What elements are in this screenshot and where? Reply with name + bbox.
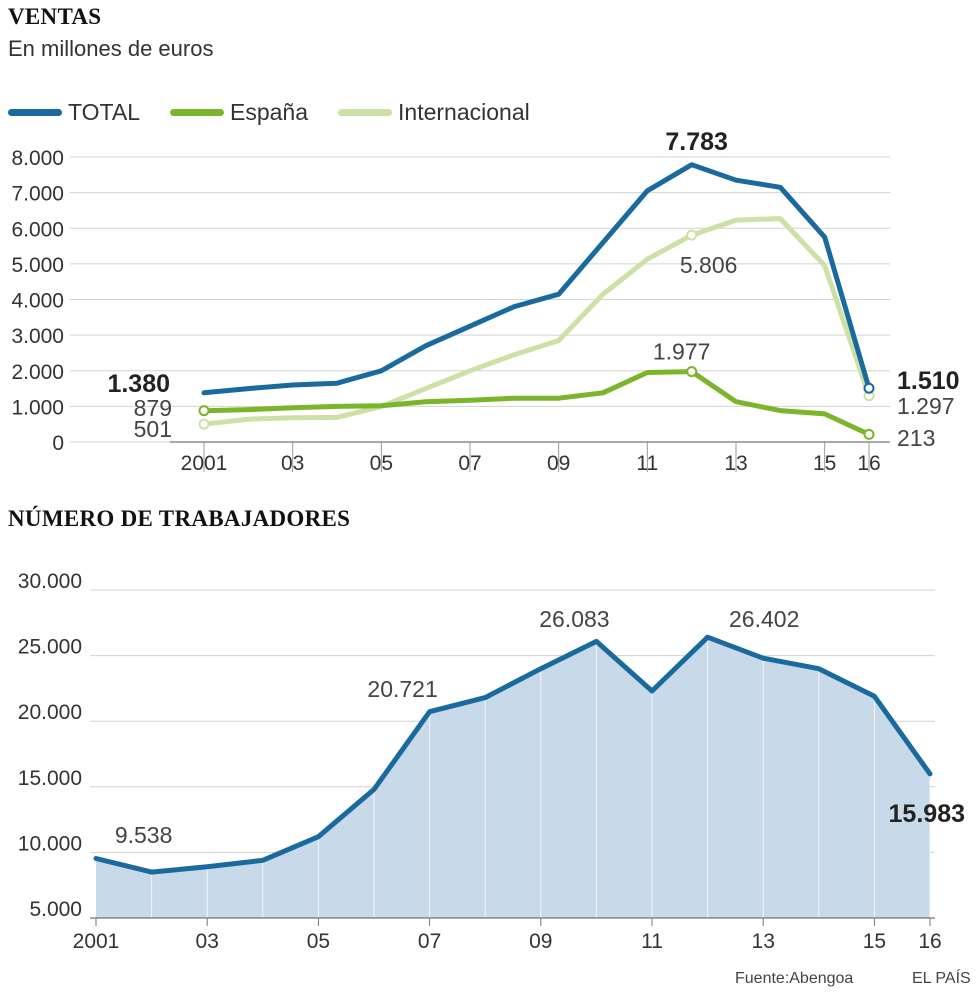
workers-data-label: 26.402 xyxy=(729,606,799,632)
sales-y-tick-label: 6.000 xyxy=(11,218,64,241)
sales-series-line-internacional xyxy=(201,216,872,427)
sales-data-label: 501 xyxy=(134,416,172,442)
legend-swatch-espana xyxy=(170,108,224,116)
sales-x-tick-label: 09 xyxy=(547,452,570,475)
sales-data-point xyxy=(686,366,698,378)
workers-y-tick-label: 10.000 xyxy=(18,832,82,855)
sales-series-line-total xyxy=(201,162,872,396)
workers-chart-title: NÚMERO DE TRABAJADORES xyxy=(8,506,351,531)
sales-chart-subtitle: En millones de euros xyxy=(8,36,214,61)
sales-data-label: 5.806 xyxy=(680,252,738,278)
workers-y-tick-label: 25.000 xyxy=(18,636,82,659)
legend-swatch-internacional xyxy=(338,108,393,116)
sales-y-tick-label: 1.000 xyxy=(11,396,64,419)
workers-y-tick-label: 5.000 xyxy=(29,898,82,921)
source-note: Fuente:Abengoa xyxy=(735,970,854,987)
workers-x-tick-label: 11 xyxy=(641,930,663,953)
sales-data-label: 1.977 xyxy=(653,339,711,365)
workers-y-tick-label: 15.000 xyxy=(18,767,82,790)
workers-x-tick-label: 15 xyxy=(863,930,886,953)
sales-x-tick-label: 15 xyxy=(813,452,836,475)
workers-y-tick-label: 20.000 xyxy=(18,701,82,724)
workers-area-fill xyxy=(96,637,930,918)
sales-x-tick-label: 16 xyxy=(857,452,880,475)
sales-y-tick-label: 8.000 xyxy=(11,147,64,170)
legend-item-internacional: Internacional xyxy=(338,99,530,126)
sales-y-tick-label: 3.000 xyxy=(11,325,64,348)
legend-label-espana: España xyxy=(230,98,309,125)
sales-data-label: 7.783 xyxy=(665,128,728,156)
sales-data-label: 213 xyxy=(897,425,935,451)
sales-data-point xyxy=(198,405,210,417)
legend-item-total: TOTAL xyxy=(8,99,140,126)
sales-x-tick-label: 05 xyxy=(370,452,393,475)
sales-y-tick-label: 4.000 xyxy=(11,290,64,313)
legend-label-internacional: Internacional xyxy=(398,98,530,125)
legend-label-total: TOTAL xyxy=(68,98,140,125)
workers-x-tick-label: 09 xyxy=(529,930,552,953)
legend-item-espana: España xyxy=(170,99,308,126)
workers-x-tick-label: 03 xyxy=(196,930,219,953)
sales-data-label: 1.510 xyxy=(897,367,960,395)
sales-data-label: 1.380 xyxy=(107,370,170,398)
sales-x-tick-label: 13 xyxy=(724,452,747,475)
workers-x-tick-label: 2001 xyxy=(73,930,120,953)
sales-data-label: 1.297 xyxy=(897,393,955,419)
workers-data-label: 26.083 xyxy=(539,606,609,632)
workers-series-line xyxy=(93,634,933,875)
workers-x-tick-label: 05 xyxy=(307,930,330,953)
sales-x-tick-label: 11 xyxy=(636,452,658,475)
sales-data-label: 879 xyxy=(134,395,172,421)
sales-legend: TOTAL España Internacional xyxy=(8,97,560,127)
sales-y-tick-label: 7.000 xyxy=(11,183,64,206)
sales-data-point xyxy=(863,382,875,394)
workers-x-tick-label: 13 xyxy=(752,930,775,953)
legend-swatch-total xyxy=(8,108,62,116)
workers-y-tick-label: 30.000 xyxy=(18,570,82,593)
workers-data-label: 15.983 xyxy=(889,800,965,828)
sales-series-line-espana xyxy=(201,369,872,437)
sales-x-tick-label: 07 xyxy=(458,452,481,475)
publisher-credit: EL PAÍS xyxy=(912,970,971,987)
sales-data-point xyxy=(198,418,210,430)
sales-line-chart: 0 1.000 2.000 3.000 4.000 5.000 6.000 7.000 8.00… xyxy=(11,128,960,475)
sales-x-tick-label: 03 xyxy=(281,452,304,475)
workers-data-label: 20.721 xyxy=(367,676,437,702)
sales-y-tick-label: 0 xyxy=(52,432,64,455)
sales-chart-title: VENTAS xyxy=(8,4,102,29)
workers-data-label: 9.538 xyxy=(115,822,173,848)
sales-x-tick-label: 2001 xyxy=(181,452,228,475)
workers-x-tick-label: 07 xyxy=(418,930,441,953)
sales-data-point xyxy=(686,229,698,241)
sales-data-point xyxy=(863,428,875,440)
sales-y-tick-label: 5.000 xyxy=(11,254,64,277)
sales-y-tick-label: 2.000 xyxy=(11,361,64,384)
workers-x-tick-label: 16 xyxy=(918,930,941,953)
